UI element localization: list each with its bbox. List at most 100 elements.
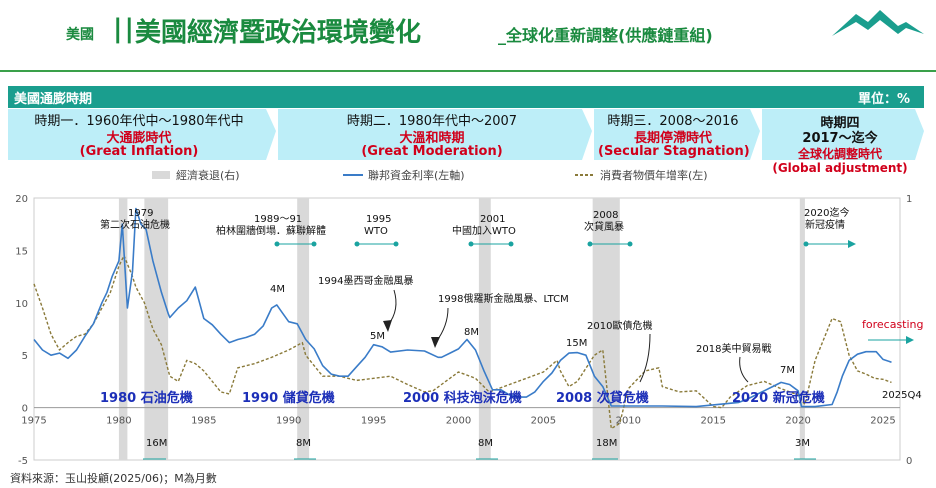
period-1-arrow: [8, 109, 276, 160]
period-4-zh: 全球化調整時代: [797, 147, 882, 161]
page-title: 美國經濟暨政治環境變化: [135, 18, 422, 48]
event-2008-label: 次貸風暴: [584, 220, 624, 233]
x-tick-label: 1980: [106, 416, 131, 427]
x-tick-label: 2020: [785, 416, 810, 427]
period-3-zh: 長期停滯時代: [633, 131, 712, 146]
x-tick-label: 2025: [870, 416, 895, 427]
legend-recession: 經濟衰退(右): [176, 168, 240, 182]
event-mexico-pointer: [387, 289, 397, 326]
title-divider: ||: [113, 14, 136, 44]
crisis-1990: 1990 儲貸危機: [242, 390, 335, 406]
section-banner: 美國通膨時期 單位：%: [8, 86, 924, 108]
legend-cpi: 消費者物價年增率(左): [600, 168, 708, 182]
end-date-label: 2025Q4: [882, 390, 922, 401]
x-tick-label: 1985: [191, 416, 216, 427]
period-2-zh: 大溫和時期: [399, 131, 465, 146]
legend-recession-swatch: [152, 171, 170, 179]
x-tick-label: 2010: [616, 416, 641, 427]
event-1995-label: WTO: [364, 226, 388, 237]
x-tick-label: 1990: [276, 416, 301, 427]
event-asia-arrowhead: [431, 337, 440, 348]
title-prefix: 美國: [66, 27, 94, 43]
event-1995-year: 1995: [366, 214, 391, 225]
period-4-label: 時期四: [820, 116, 860, 131]
y2-tick-label: 0: [906, 456, 912, 467]
plot-frame: [33, 197, 901, 461]
legend-fed: 聯邦資金利率(左軸): [368, 168, 465, 182]
source-note: 資料來源：玉山投顧(2025/06)；M為月數: [10, 472, 217, 485]
period-3-en: (Secular Stagnation): [598, 144, 750, 159]
event-2001-end-dot: [508, 241, 514, 247]
recession-band-1: [144, 198, 169, 460]
recession-duration-16m: 16M: [146, 438, 167, 449]
period-4-arrow: [762, 109, 924, 160]
recession-band-4: [592, 198, 620, 460]
hike-duration-4m: 4M: [270, 284, 285, 295]
event-1979-label: 第二次石油危機: [100, 218, 170, 231]
event-2020-year: 2020迄今: [804, 206, 849, 219]
period-4-years: 2017～迄今: [802, 131, 878, 146]
period-3-label: 時期三．2008～2016: [607, 114, 739, 129]
period-1-label: 時期一．1960年代中～1980年代中: [34, 114, 244, 129]
period-1-zh: 大通膨時代: [106, 131, 172, 146]
hike-duration-5m: 5M: [370, 331, 385, 342]
recession-band-0: [118, 198, 128, 460]
recession-duration-8m: 8M: [296, 438, 311, 449]
event-1989-end-dot: [311, 241, 317, 247]
x-tick-label: 2005: [531, 416, 556, 427]
y-tick-label: 15: [15, 246, 28, 257]
y-tick-label: 5: [22, 351, 28, 362]
event-2008-year: 2008: [593, 210, 618, 221]
x-tick-label: 1975: [21, 416, 46, 427]
y-tick-label: 0: [22, 404, 28, 415]
period-2-arrow: [278, 109, 592, 160]
x-tick-label: 2000: [446, 416, 471, 427]
event-mexico-arrowhead: [383, 320, 392, 332]
y-tick-label: 10: [15, 299, 28, 310]
forecasting-label: forecasting: [862, 318, 924, 331]
recession-band-5: [799, 198, 805, 460]
event-trade-pointer: [739, 356, 749, 383]
y-tick-label: -5: [18, 456, 28, 467]
event-1995-end-dot: [393, 241, 399, 247]
period-3-arrow: [594, 109, 760, 160]
event-1979-year: 1979: [128, 208, 153, 219]
recession-duration-8m-2001: 8M: [478, 438, 493, 449]
recession-band-3: [478, 198, 491, 460]
event-2020-arrow: [848, 240, 856, 248]
event-2008-end-dot: [627, 241, 633, 247]
period-1-en: (Great Inflation): [79, 144, 199, 159]
hike-duration-15m: 15M: [566, 338, 587, 349]
x-tick-label: 1995: [361, 416, 386, 427]
period-2-label: 時期二．1980年代中～2007: [346, 114, 518, 129]
fed-funds-line: [33, 207, 892, 408]
event-1989-year: 1989～91: [254, 214, 302, 225]
event-euro-pointer: [639, 333, 651, 383]
event-2001-label: 中國加入WTO: [452, 224, 516, 237]
hike-duration-7m: 7M: [780, 365, 795, 376]
crisis-1980: 1980 石油危機: [100, 390, 193, 406]
event-mexico-label: 1994墨西哥金融風暴: [318, 274, 413, 287]
y2-tick-label: 1: [906, 194, 912, 205]
crisis-2020: 2020 新冠危機: [732, 390, 825, 406]
recession-band-2: [297, 198, 310, 460]
event-1989-label: 柏林圍牆倒塌．蘇聯解體: [216, 224, 326, 237]
crisis-2008: 2008 次貸危機: [556, 390, 649, 406]
event-euro-label: 2010歐債危機: [587, 319, 652, 332]
event-trade-label: 2018美中貿易戰: [696, 342, 771, 355]
period-4-en: (Global adjustment): [772, 161, 908, 175]
event-2008-start-dot: [587, 241, 593, 247]
crisis-2000: 2000 科技泡沫危機: [403, 390, 522, 406]
event-2001-year: 2001: [480, 214, 505, 225]
cpi-line: [33, 254, 892, 430]
event-1989-start-dot: [274, 241, 280, 247]
forecasting-arrow: [906, 336, 914, 344]
event-2001-start-dot: [468, 241, 474, 247]
event-2020-start-dot: [803, 241, 809, 247]
banner-unit: 單位：%: [857, 92, 910, 107]
recession-duration-3m: 3M: [795, 438, 810, 449]
title-underline: [0, 70, 936, 72]
page-subtitle: _全球化重新調整(供應鏈重組): [498, 26, 713, 45]
event-1995-start-dot: [354, 241, 360, 247]
